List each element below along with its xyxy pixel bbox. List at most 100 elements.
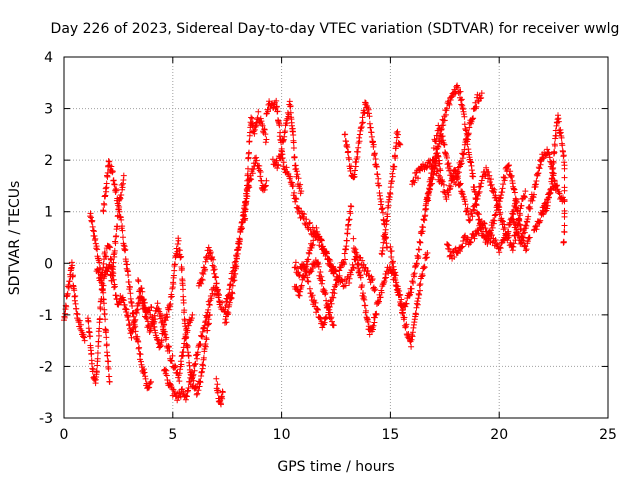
data-point: [236, 244, 242, 251]
data-point: [398, 296, 405, 303]
data-point: [174, 397, 181, 404]
data-point: [518, 202, 525, 209]
data-point: [124, 314, 131, 320]
data-point: [242, 215, 249, 222]
data-point: [446, 163, 453, 170]
data-point: [154, 300, 161, 307]
data-point: [228, 295, 235, 302]
data-point: [463, 136, 470, 142]
data-point: [105, 365, 112, 372]
data-point: [116, 208, 123, 215]
data-point: [316, 314, 323, 321]
data-point: [478, 94, 485, 101]
data-point: [458, 101, 465, 108]
data-point: [176, 378, 183, 385]
data-point: [440, 181, 447, 188]
data-point: [200, 354, 207, 361]
data-point: [551, 149, 558, 156]
data-point: [416, 291, 423, 298]
y-tick-label: 1: [44, 205, 53, 221]
data-point: [218, 401, 224, 408]
data-point: [85, 318, 92, 325]
data-point: [195, 387, 202, 394]
data-point: [66, 278, 73, 285]
data-point: [187, 381, 194, 388]
data-point: [106, 243, 112, 250]
data-point: [242, 198, 249, 205]
data-point: [352, 167, 358, 174]
data-point: [261, 126, 268, 133]
data-point: [118, 192, 125, 198]
data-point: [135, 277, 141, 283]
data-point: [300, 215, 307, 222]
data-point: [239, 225, 245, 232]
data-point: [329, 318, 335, 325]
data-point: [309, 292, 316, 299]
data-point: [382, 226, 389, 233]
data-point: [99, 280, 106, 287]
data-point: [348, 203, 355, 210]
data-point: [253, 157, 260, 164]
data-point: [81, 334, 88, 341]
data-point: [373, 310, 380, 317]
data-point: [309, 224, 316, 231]
data-point: [561, 228, 568, 235]
data-point: [176, 389, 183, 396]
data-point: [122, 246, 129, 253]
data-point: [416, 282, 423, 289]
data-point: [397, 141, 404, 148]
data-point: [81, 337, 88, 344]
data-point: [526, 234, 533, 241]
data-point: [96, 315, 103, 322]
data-point: [146, 307, 153, 314]
data-point: [346, 275, 353, 282]
data-point: [97, 305, 104, 312]
data-point: [134, 306, 141, 313]
data-point: [465, 211, 472, 218]
data-point: [188, 315, 195, 322]
data-point: [464, 205, 471, 212]
data-point: [155, 307, 162, 314]
data-point: [65, 284, 72, 291]
data-point: [288, 179, 295, 186]
data-point: [333, 273, 340, 280]
data-point: [488, 232, 495, 239]
data-point: [354, 154, 361, 160]
data-point: [102, 316, 109, 323]
data-point: [549, 170, 556, 177]
data-point: [491, 212, 498, 219]
data-point: [249, 115, 256, 122]
data-point: [204, 327, 211, 334]
data-point: [435, 172, 442, 179]
data-point: [291, 189, 298, 196]
data-point: [246, 149, 252, 156]
data-point: [470, 173, 477, 180]
grid-lines: [64, 57, 608, 418]
data-point: [190, 371, 197, 378]
data-point: [110, 276, 117, 283]
data-point: [111, 181, 118, 188]
data-point: [263, 136, 270, 143]
data-point: [411, 270, 418, 277]
data-point: [225, 291, 232, 298]
data-point: [458, 160, 465, 167]
data-series-layer: [61, 82, 568, 408]
data-point: [504, 235, 511, 242]
data-point: [202, 318, 209, 325]
data-point: [452, 181, 459, 188]
data-point: [510, 240, 517, 247]
chart-title: Day 226 of 2023, Sidereal Day-to-day VTE…: [51, 21, 620, 37]
data-point: [101, 300, 107, 307]
data-point: [310, 237, 317, 244]
data-point: [478, 177, 485, 184]
data-point: [560, 152, 567, 159]
data-point: [359, 120, 366, 127]
data-point: [263, 177, 270, 184]
y-tick-label: 3: [44, 102, 53, 118]
data-point: [108, 163, 115, 170]
data-point: [558, 134, 565, 141]
data-point: [391, 163, 398, 170]
data-point: [293, 196, 300, 203]
data-point: [265, 108, 271, 115]
data-point: [128, 334, 135, 341]
